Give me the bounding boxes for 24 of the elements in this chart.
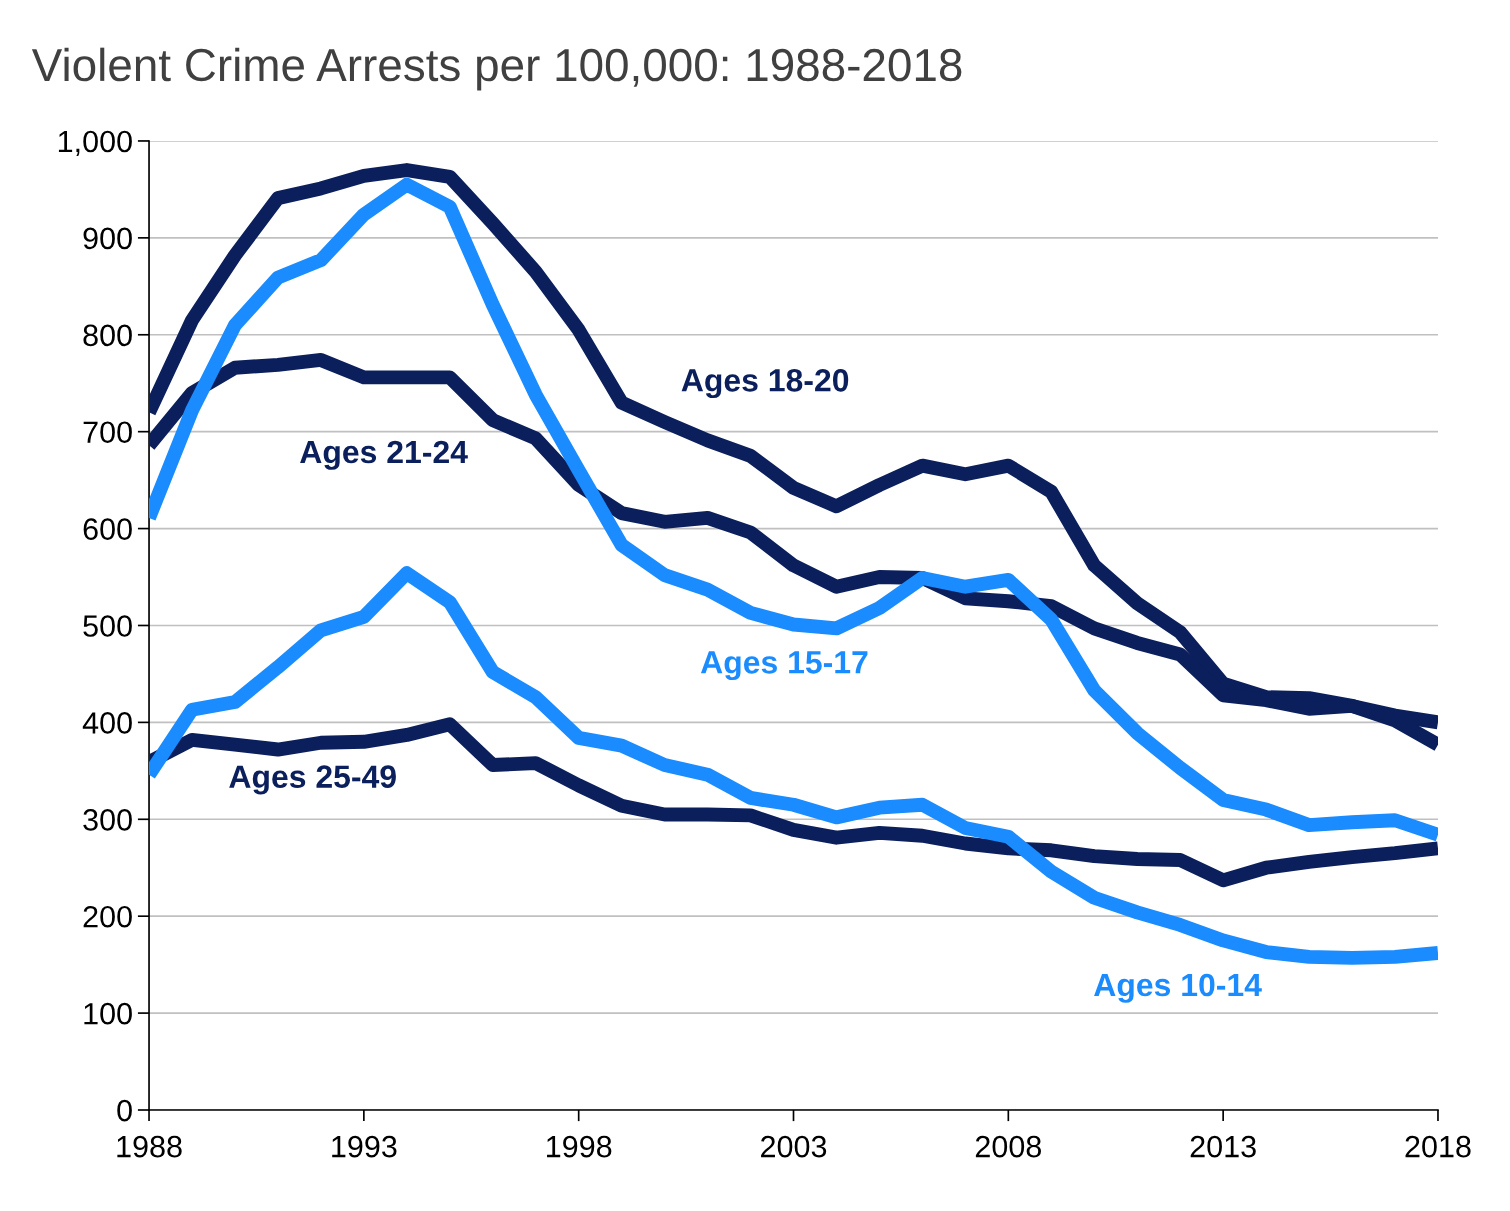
chart-title: Violent Crime Arrests per 100,000: 1988-2018 — [31, 47, 962, 91]
x-tick-label: 1998 — [547, 1135, 612, 1158]
y-tick-label: 0 — [117, 1099, 132, 1122]
series-label: Ages 25-49 — [229, 765, 396, 795]
x-tick-label: 2008 — [975, 1135, 1041, 1158]
x-tick-label: 1988 — [117, 1135, 182, 1158]
y-tick-label: 600 — [83, 518, 132, 540]
y-tick-label: 300 — [83, 809, 132, 831]
y-tick-label: 400 — [82, 712, 132, 734]
x-tick-label: 2013 — [1190, 1135, 1256, 1158]
y-tick-label: 500 — [83, 615, 132, 637]
y-tick-label: 900 — [83, 227, 132, 250]
series-label: Ages 18-20 — [681, 369, 849, 399]
y-tick-label: 700 — [83, 421, 132, 444]
x-tick-label: 1993 — [332, 1135, 397, 1158]
series-label: Ages 21-24 — [300, 440, 468, 470]
series-label: Ages 10-14 — [1094, 973, 1262, 1003]
x-tick-label: 2018 — [1405, 1135, 1471, 1158]
y-tick-label: 800 — [83, 324, 132, 347]
y-tick-label: 100 — [84, 1002, 132, 1025]
series-label: Ages 15-17 — [700, 651, 868, 681]
y-tick-label: 1,000 — [58, 130, 132, 156]
x-tick-label: 2003 — [761, 1135, 827, 1158]
y-tick-label: 200 — [83, 905, 132, 928]
